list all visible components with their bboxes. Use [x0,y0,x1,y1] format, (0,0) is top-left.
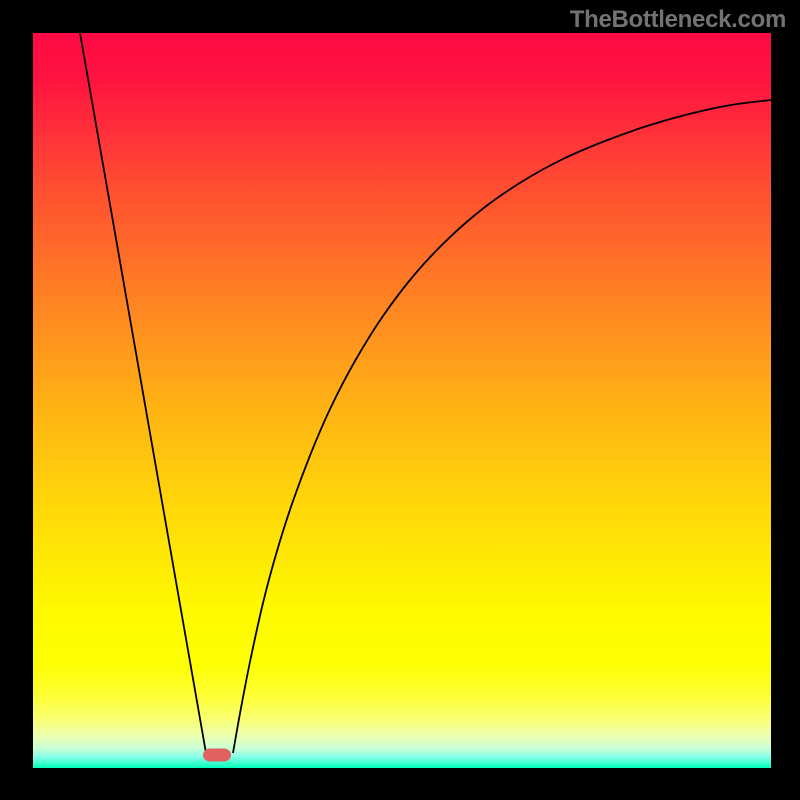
plot-area [33,33,771,768]
optimum-marker [203,749,231,762]
watermark-text: TheBottleneck.com [570,6,786,34]
chart-container: TheBottleneck.com [0,0,800,800]
